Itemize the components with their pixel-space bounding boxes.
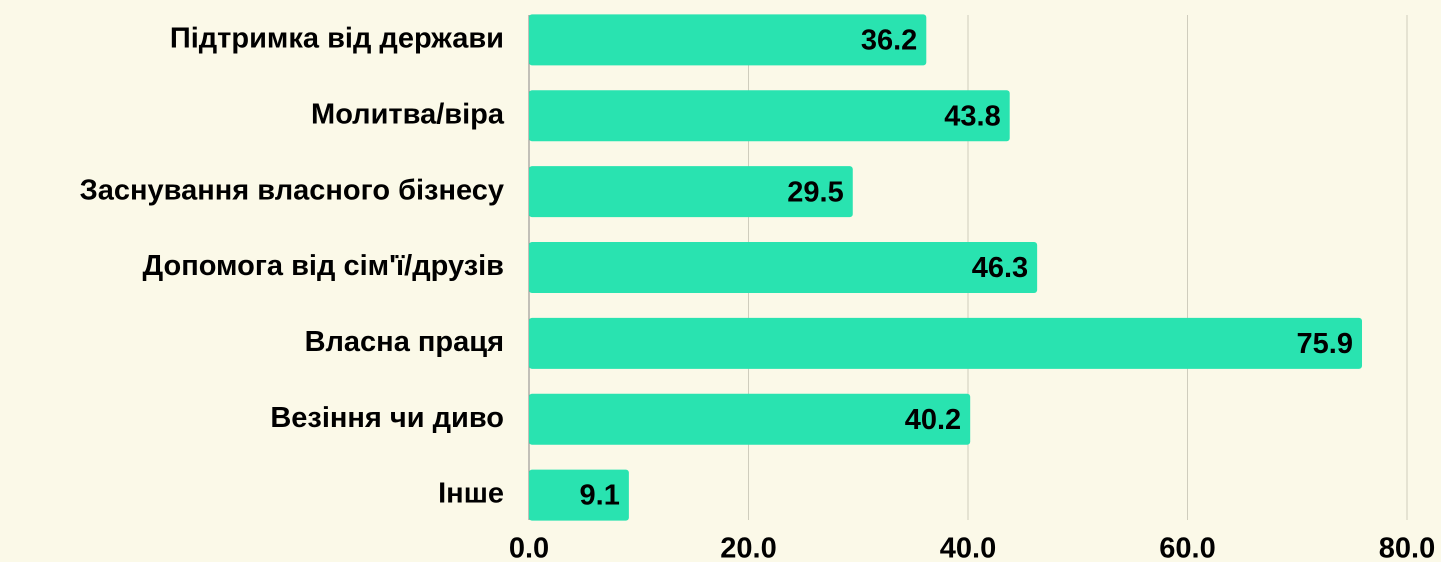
- bar: [529, 90, 1010, 142]
- y-tick-label: Інше: [438, 478, 504, 510]
- bar: [529, 393, 971, 445]
- x-tick-label: 40.0: [940, 533, 996, 562]
- x-tick-label: 80.0: [1379, 533, 1435, 562]
- bar: [529, 166, 853, 218]
- value-label: 43.8: [944, 100, 1000, 132]
- y-tick-label: Молитва/віра: [311, 98, 505, 130]
- x-tick-label: 60.0: [1159, 533, 1215, 562]
- value-label: 46.3: [972, 252, 1028, 284]
- bar: [529, 469, 629, 521]
- y-tick-label: Підтримка від держави: [170, 23, 504, 55]
- y-tick-label: Власна праця: [305, 326, 504, 358]
- value-label: 75.9: [1297, 328, 1353, 360]
- x-tick-label: 0.0: [509, 533, 549, 562]
- y-tick-label: Везіння чи диво: [270, 402, 504, 434]
- bar: [529, 317, 1363, 369]
- value-label: 36.2: [861, 25, 917, 57]
- value-label: 40.2: [905, 404, 961, 436]
- y-tick-label: Заснування власного бізнесу: [80, 174, 504, 206]
- bar: [529, 14, 927, 66]
- value-label: 29.5: [787, 176, 843, 208]
- value-label: 9.1: [580, 480, 620, 512]
- y-tick-label: Допомога від сім'ї/друзів: [142, 250, 504, 282]
- bar: [529, 242, 1038, 293]
- x-tick-label: 20.0: [720, 533, 776, 562]
